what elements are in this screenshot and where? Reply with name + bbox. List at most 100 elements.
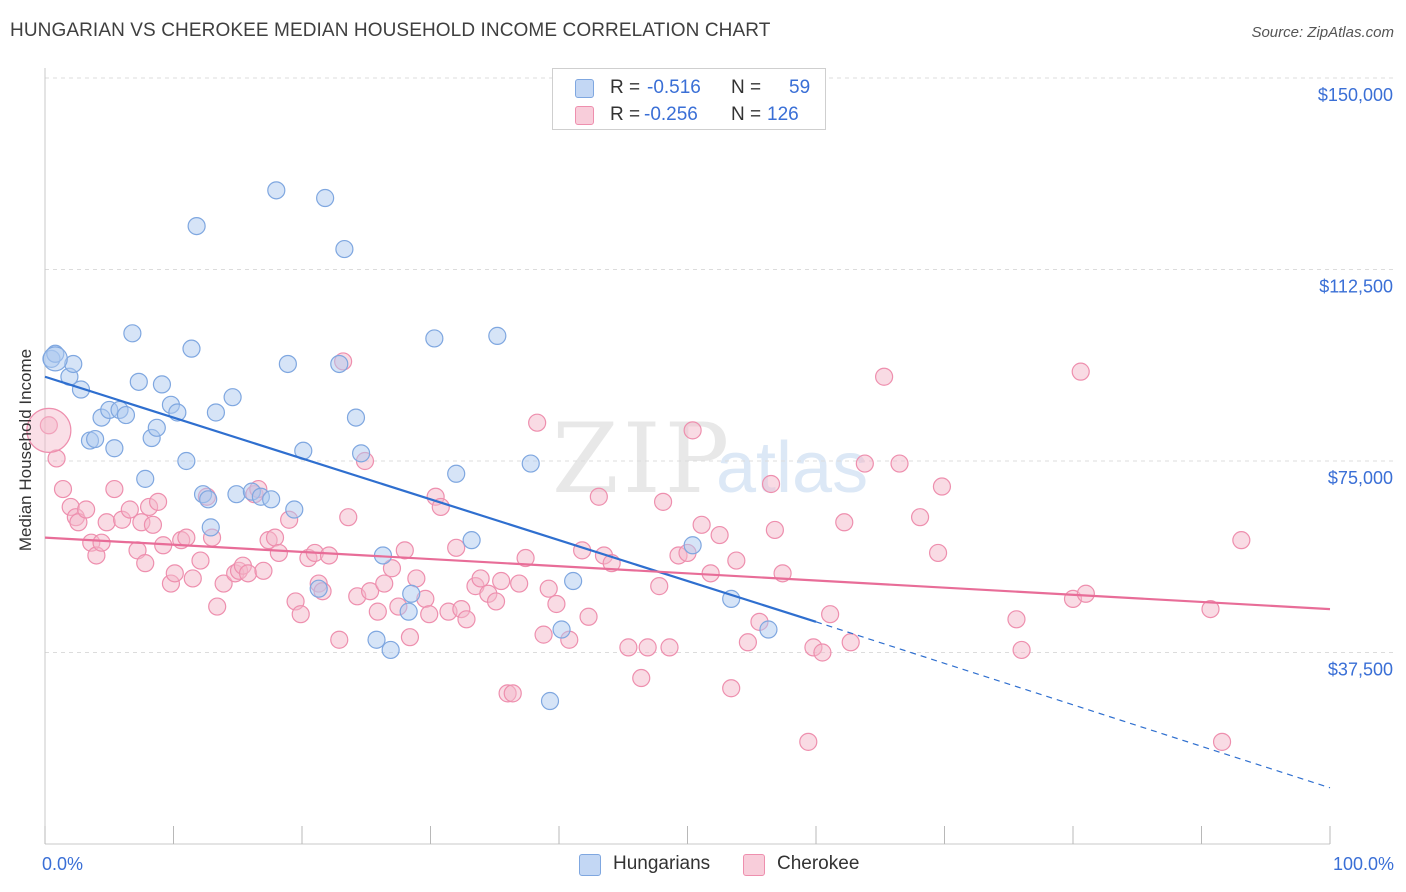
cherokee-point (368, 602, 387, 621)
cherokee-point (214, 574, 233, 593)
hungarians-point (335, 239, 354, 259)
n-value: 59 (789, 77, 811, 98)
cherokee-point (650, 577, 669, 596)
cherokee-swatch (575, 106, 594, 125)
hungarians-swatch (575, 79, 594, 98)
cherokee-point (855, 454, 874, 473)
cherokee-point (632, 668, 651, 688)
hungarians-point (425, 329, 444, 348)
cherokee-point (1076, 584, 1095, 603)
hungarians-point (267, 181, 286, 200)
cherokee-point (269, 543, 288, 563)
cherokee-point (638, 638, 657, 657)
cherokee-point (47, 449, 66, 468)
hungarians-point (105, 439, 124, 458)
legend-row-cherokee: R = -0.256 N = 126 (553, 102, 825, 128)
cherokee-point (183, 569, 202, 588)
cherokee-point (143, 515, 163, 534)
hungarians-point (399, 602, 418, 621)
cherokee-point (1212, 732, 1232, 751)
cherokee-point (339, 508, 358, 527)
correlation-legend: R = -0.516 N = 59 R = -0.256 N = 126 (552, 68, 826, 130)
cherokee-point (738, 633, 757, 652)
hungarians-point (540, 691, 560, 711)
cherokee-point-large (26, 407, 72, 453)
y-tick-label: $75,000 (1328, 468, 1393, 488)
cherokee-point (492, 571, 511, 591)
cherokee-point (148, 492, 168, 511)
hungarians-trend-extension (815, 621, 1331, 789)
cherokee-point (761, 474, 781, 494)
watermark-atlas: atlas (716, 428, 868, 508)
cherokee-point (503, 684, 522, 703)
cherokee-point (910, 508, 930, 527)
source-note: Source: ZipAtlas.com (1251, 24, 1394, 41)
hungarians-point (206, 403, 226, 422)
cherokee-point (516, 548, 535, 568)
cherokee-point (932, 477, 952, 496)
x-tick-label: 100.0% (1333, 854, 1394, 874)
n-label: N = (731, 77, 762, 98)
hungarians-point (262, 490, 281, 509)
cherokee-point (361, 582, 380, 601)
cherokee-point (799, 732, 818, 751)
cherokee-point (765, 520, 784, 540)
cherokee-point (120, 500, 139, 519)
cherokee-point (395, 541, 414, 560)
hungarians-point (147, 418, 166, 437)
cherokee-point (330, 630, 349, 649)
hungarians-point (123, 324, 142, 343)
hungarians-point (187, 216, 206, 236)
cherokee-point (1012, 640, 1031, 660)
cherokee-point (653, 492, 673, 511)
hungarians-point (177, 451, 196, 471)
cherokee-point (291, 605, 310, 624)
cherokee-point (813, 643, 832, 662)
y-tick-label: $112,500 (1319, 277, 1393, 297)
hungarians-point (86, 429, 105, 449)
cherokee-point (471, 569, 490, 588)
r-value: -0.256 (644, 104, 698, 125)
cherokee-point (382, 559, 402, 578)
cherokee-point (420, 605, 439, 624)
cherokee-point (821, 605, 840, 624)
cherokee-point (319, 546, 339, 565)
cherokee-point (375, 574, 394, 593)
cherokee-point (928, 543, 948, 563)
hungarians-point (564, 571, 583, 591)
hungarians-point (462, 531, 481, 550)
cherokee-point (534, 625, 553, 644)
n-value: 126 (767, 104, 799, 125)
cherokee-point (875, 367, 894, 386)
cherokee-point (722, 679, 741, 698)
cherokee-point (208, 597, 227, 616)
n-label: N = (731, 104, 762, 125)
cherokee-point (528, 413, 547, 432)
cherokee-point (835, 513, 854, 532)
cherokee-point (105, 479, 124, 499)
cherokee-point (53, 479, 73, 499)
y-axis-label-box: Median Household Income (6, 300, 46, 600)
cherokee-point (136, 554, 155, 573)
hungarians-point (309, 579, 328, 598)
cherokee-point (890, 454, 909, 473)
cherokee-trend-line (44, 536, 1331, 611)
hungarians-point (552, 620, 571, 639)
legend-row-hungarians: R = -0.516 N = 59 (553, 75, 825, 101)
legend-label-hungarians: Hungarians (613, 853, 711, 874)
cherokee-point (165, 564, 184, 583)
y-axis-label: Median Household Income (16, 348, 35, 552)
cherokee-point (619, 638, 638, 657)
cherokee-point (692, 515, 711, 534)
r-label: R = (610, 104, 641, 125)
hungarians-point (223, 388, 242, 407)
cherokee-point (431, 497, 450, 517)
hungarians-point (285, 500, 304, 519)
y-tick-label: $37,500 (1328, 660, 1393, 680)
hungarians-point-large (42, 346, 68, 372)
cherokee-point (539, 579, 558, 598)
hungarians-point (352, 444, 371, 463)
hungarians-legend-swatch (579, 854, 601, 876)
cherokee-point (1232, 531, 1251, 550)
